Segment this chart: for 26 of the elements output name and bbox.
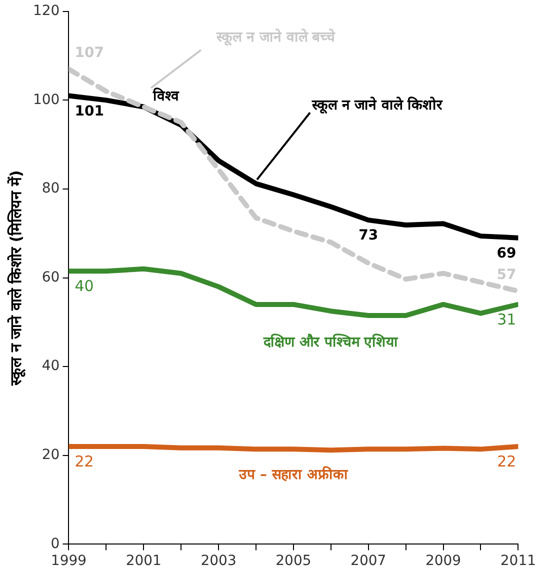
x-tick-label: 2007 xyxy=(350,553,386,570)
annotation: 40 xyxy=(74,277,94,296)
series-label: दक्षिण और पश्चिम एशिया xyxy=(262,334,400,351)
y-axis-title: स्कूल न जाने वाले किशोर (मिलियन में) xyxy=(6,170,26,386)
y-tick-label: 120 xyxy=(32,3,60,20)
series-label: विश्व xyxy=(152,88,180,105)
x-tick-label: 1999 xyxy=(50,553,87,570)
data-label: 22 xyxy=(74,452,94,470)
x-tick-label: 2011 xyxy=(500,553,536,570)
data-label: 101 xyxy=(74,103,104,120)
y-tick-label: 100 xyxy=(32,92,60,108)
x-tick-label: 2003 xyxy=(200,553,236,570)
x-tick-label: 2005 xyxy=(276,553,312,570)
y-tick-label: 80 xyxy=(42,180,60,197)
x-tick-label: 2001 xyxy=(126,553,162,570)
annotation: 31 xyxy=(497,310,516,328)
y-tick-label: 60 xyxy=(42,269,60,286)
y-tick-label: 40 xyxy=(42,358,60,374)
data-label: 69 xyxy=(496,245,516,262)
series-label: उप – सहारा अफ्रीका xyxy=(238,466,349,483)
y-tick-label: 20 xyxy=(42,447,60,464)
x-tick-label: 2009 xyxy=(425,553,462,570)
data-label: 22 xyxy=(497,452,516,470)
annotation: स्कूल न जाने वाले किशोर xyxy=(311,96,444,115)
y-tick-label: 0 xyxy=(50,536,60,552)
data-label: 73 xyxy=(358,228,378,244)
